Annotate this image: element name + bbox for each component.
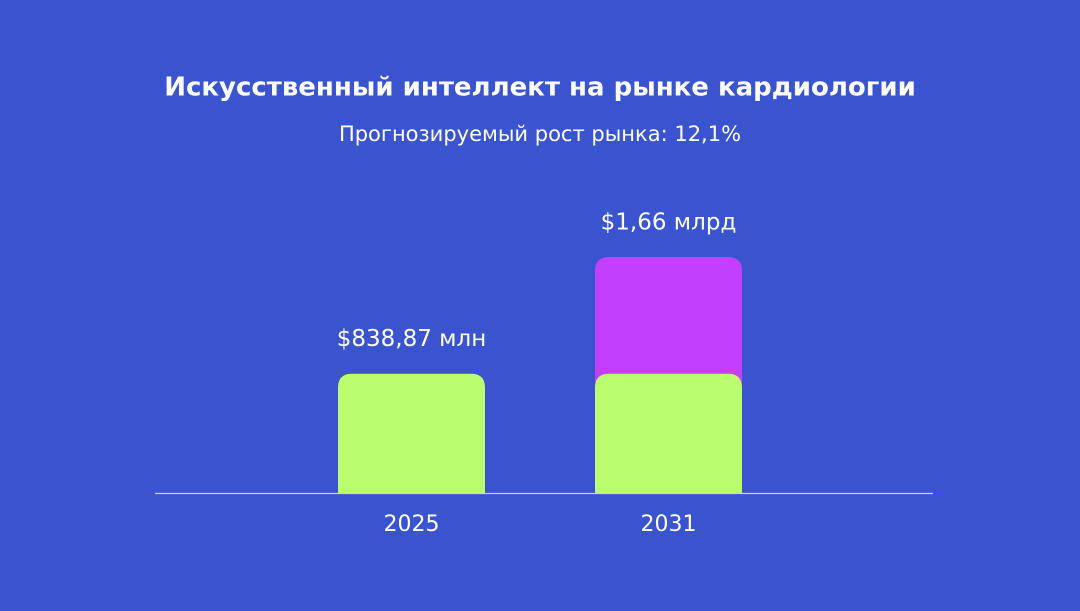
chart-title: Искусственный интеллект на рынке кардиол…: [164, 73, 916, 103]
value-label: $1,66 млрд: [601, 210, 737, 236]
bar: [338, 373, 485, 493]
chart-subtitle: Прогнозируемый рост рынка: 12,1%: [339, 122, 741, 146]
x-tick-label: 2025: [384, 512, 440, 537]
base-segment: [595, 373, 742, 493]
value-label: $838,87 млн: [337, 326, 487, 352]
x-tick-label: 2031: [641, 512, 697, 537]
